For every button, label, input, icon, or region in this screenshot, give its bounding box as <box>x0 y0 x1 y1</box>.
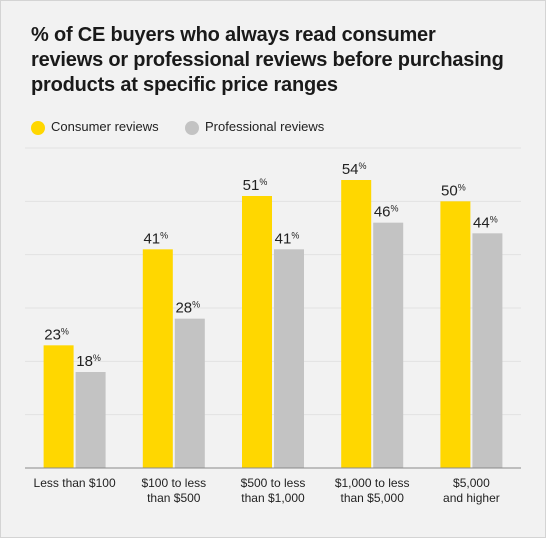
legend-swatch-consumer <box>31 121 45 135</box>
title-line-2: reviews or professional reviews before p… <box>31 49 504 71</box>
bar-professional-3 <box>373 222 404 468</box>
bar-professional-1 <box>174 318 205 468</box>
value-label-consumer-0: 23% <box>44 326 69 343</box>
category-label-4-1: and higher <box>443 491 500 505</box>
value-label-professional-1: 28% <box>175 300 200 317</box>
bar-consumer-2 <box>242 196 272 468</box>
value-label-professional-2: 41% <box>275 230 300 247</box>
category-label-1-1: than $500 <box>147 491 201 505</box>
value-label-consumer-1: 41% <box>143 230 168 247</box>
category-label-3-1: than $5,000 <box>340 491 404 505</box>
value-label-consumer-2: 51% <box>243 177 268 194</box>
bar-professional-2 <box>274 249 304 468</box>
title-line-1: % of CE buyers who always read consumer <box>31 24 436 46</box>
value-label-professional-4: 44% <box>473 214 498 231</box>
bar-consumer-0 <box>43 345 74 468</box>
value-label-consumer-4: 50% <box>441 182 466 199</box>
value-label-professional-0: 18% <box>76 353 101 370</box>
bar-consumer-3 <box>341 180 372 468</box>
category-label-2-1: than $1,000 <box>241 491 305 505</box>
bar-professional-0 <box>75 372 106 468</box>
category-label-2-0: $500 to less <box>241 476 306 490</box>
bar-consumer-1 <box>142 249 173 468</box>
bar-professional-4 <box>472 233 503 468</box>
category-label-0-0: Less than $100 <box>34 476 116 490</box>
category-label-4-0: $5,000 <box>453 476 490 490</box>
legend-swatch-professional <box>185 121 199 135</box>
value-label-professional-3: 46% <box>374 204 399 221</box>
legend-label-professional: Professional reviews <box>205 119 325 134</box>
bar-consumer-4 <box>440 201 471 469</box>
chart-title: % of CE buyers who always read consumer … <box>31 23 531 98</box>
title-line-3: products at specific price ranges <box>31 74 338 96</box>
legend-label-consumer: Consumer reviews <box>51 119 159 134</box>
category-label-1-0: $100 to less <box>141 476 206 490</box>
category-label-3-0: $1,000 to less <box>335 476 410 490</box>
value-label-consumer-3: 54% <box>342 161 367 178</box>
